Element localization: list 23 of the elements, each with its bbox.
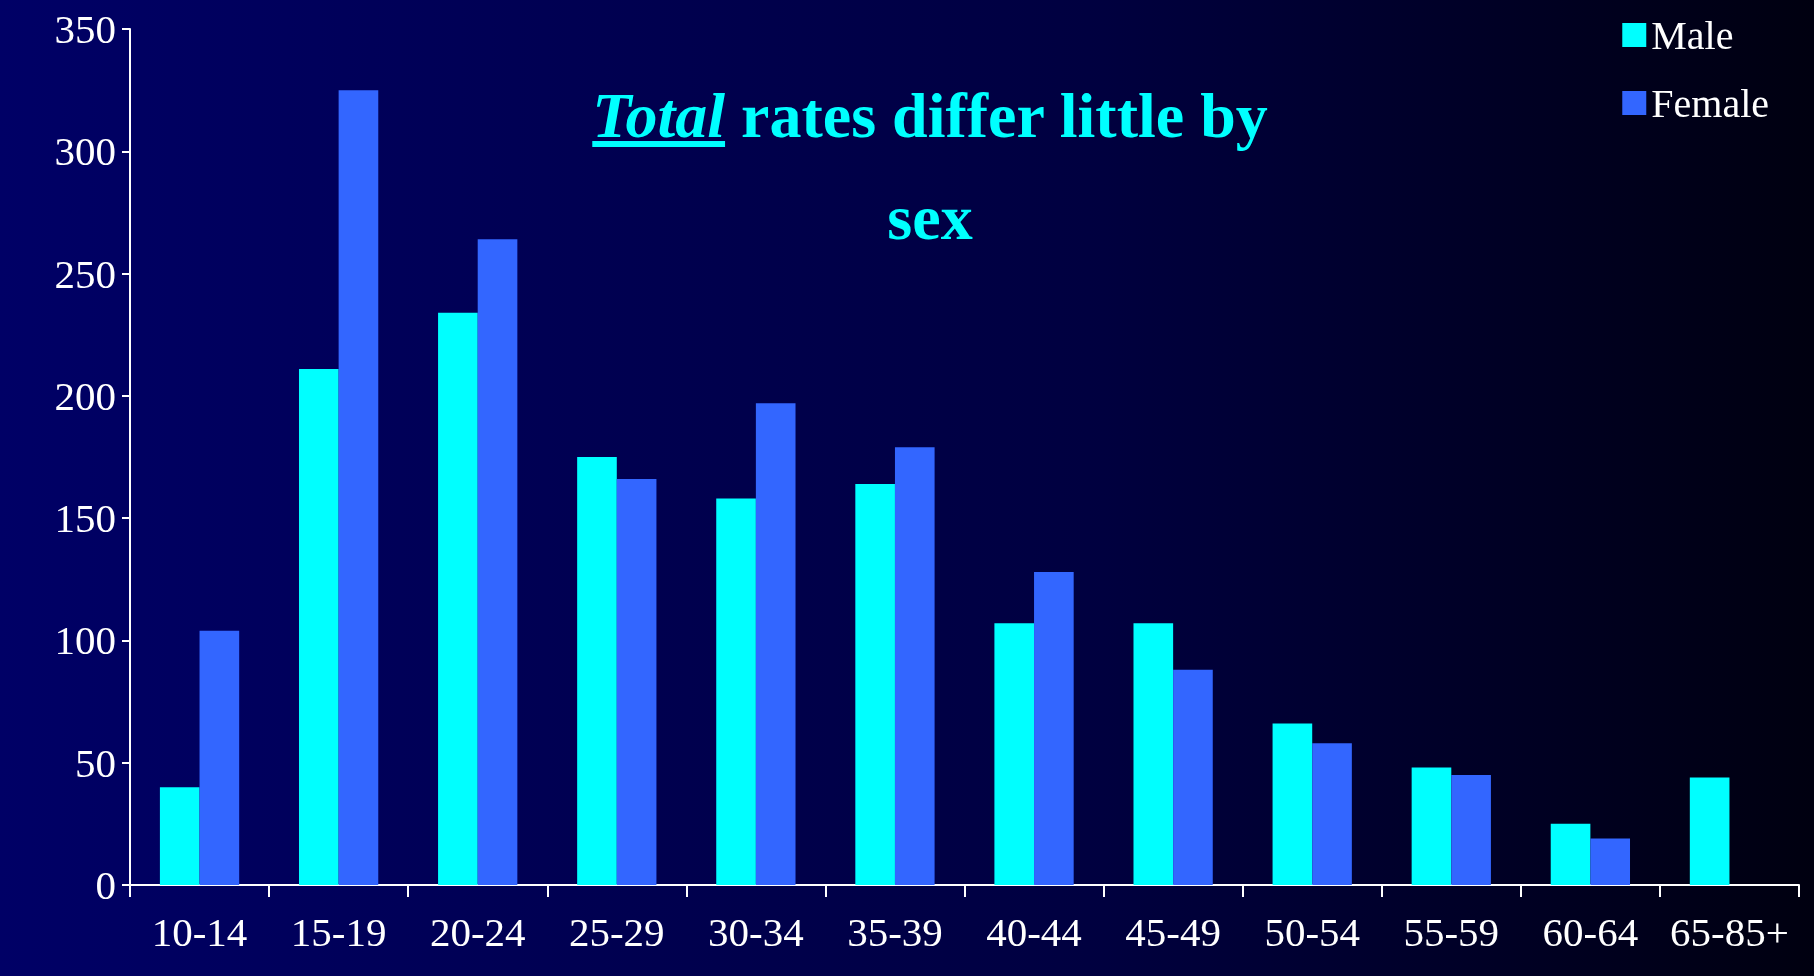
- x-tick-label: 30-34: [708, 908, 804, 955]
- x-tick-label: 40-44: [986, 908, 1082, 955]
- x-tick-label: 35-39: [847, 908, 943, 955]
- x-tick-label: 25-29: [568, 908, 665, 955]
- x-tick-label: 15-19: [290, 908, 387, 955]
- x-tick-label: 60-64: [1542, 908, 1639, 955]
- y-tick-label: 200: [54, 372, 116, 419]
- legend-label: Female: [1651, 80, 1769, 126]
- y-tick-label: 250: [54, 250, 116, 297]
- x-tick-label: 50-54: [1264, 908, 1361, 955]
- y-tick-label: 350: [54, 6, 116, 52]
- y-tick-label: 50: [75, 739, 116, 786]
- y-tick-label: 100: [54, 617, 116, 664]
- x-tick-label: 10-14: [151, 908, 248, 955]
- y-tick-label: 150: [54, 495, 116, 542]
- y-tick-label: 0: [95, 862, 116, 908]
- x-tick-label: 55-59: [1403, 908, 1500, 955]
- x-tick-label: 20-24: [429, 908, 526, 955]
- x-tick-label: 65-85+: [1670, 908, 1789, 955]
- legend-label: Male: [1651, 12, 1734, 58]
- y-tick-label: 300: [54, 128, 116, 175]
- x-tick-label: 45-49: [1125, 908, 1221, 955]
- text: Total rates differ little by sex: [591, 79, 1269, 255]
